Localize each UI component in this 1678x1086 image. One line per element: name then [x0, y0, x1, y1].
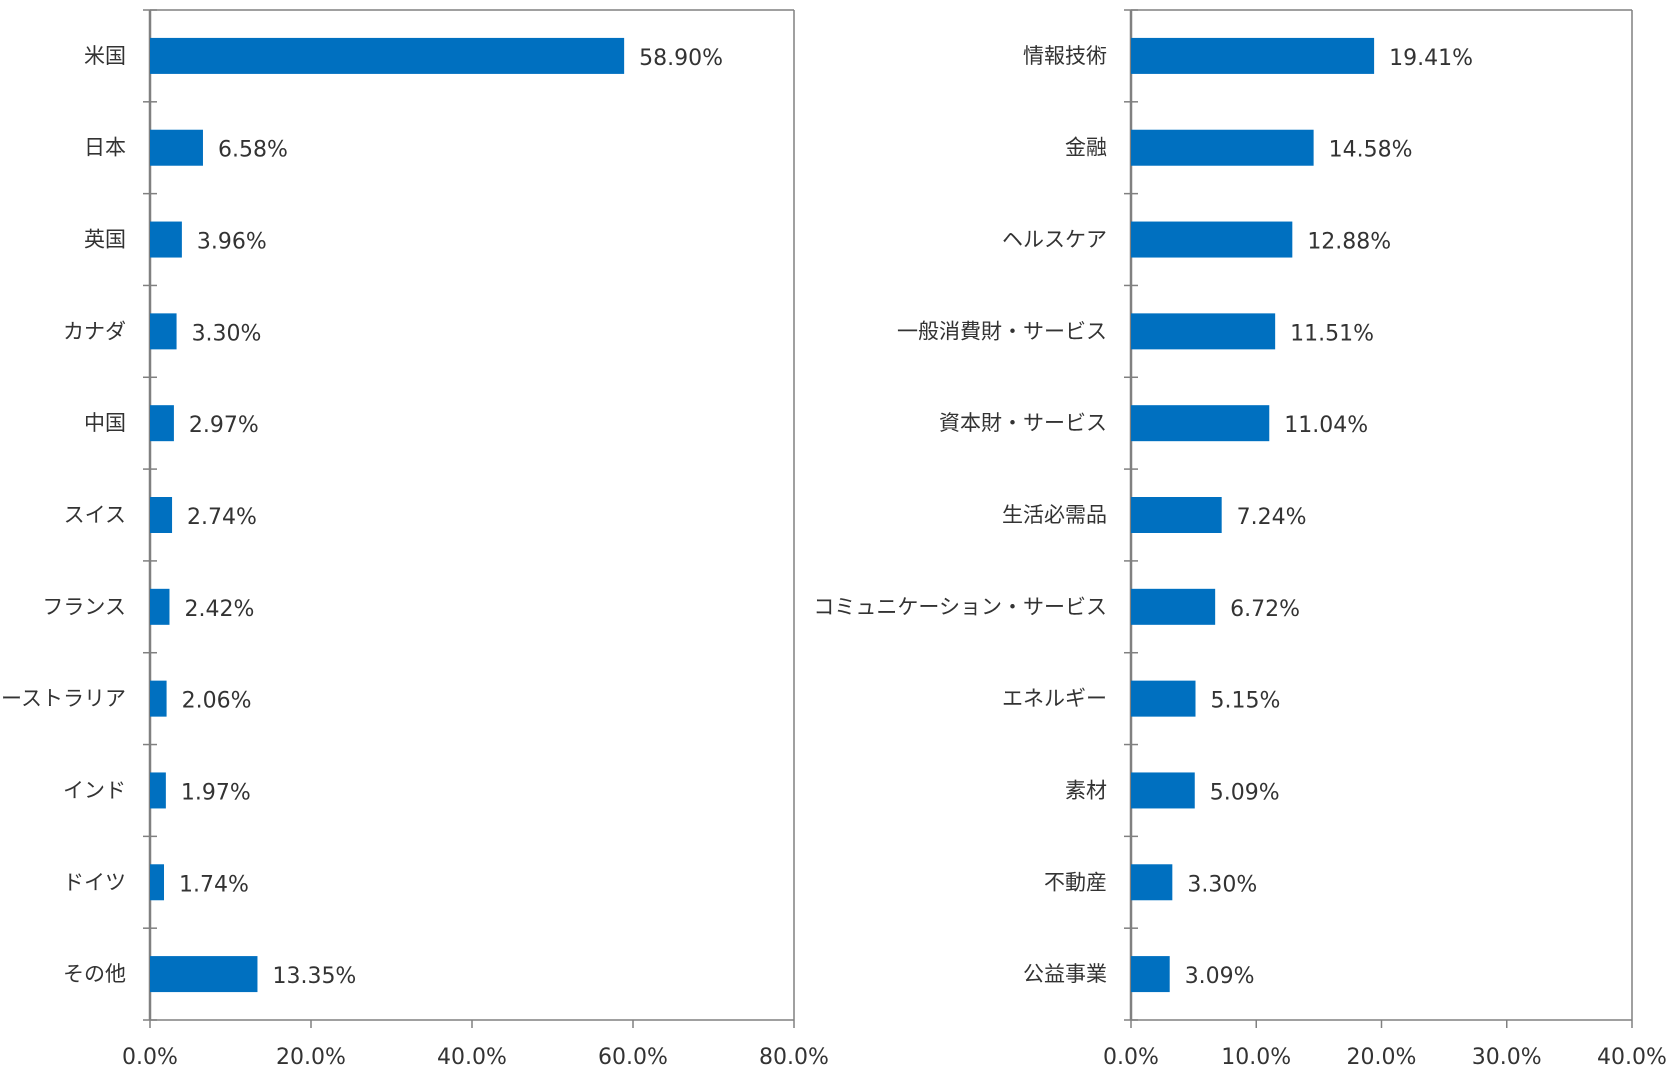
category-label: 一般消費財・サービス	[897, 319, 1107, 343]
value-label: 5.15%	[1211, 689, 1281, 714]
value-label: 14.58%	[1329, 138, 1413, 163]
category-label: オーストラリア	[0, 687, 126, 711]
bar	[150, 772, 166, 809]
value-label: 3.09%	[1185, 964, 1255, 989]
bar	[150, 313, 177, 350]
category-label: カナダ	[63, 319, 126, 343]
bar	[150, 497, 173, 533]
bar	[150, 680, 167, 717]
x-tick-label: 20.0%	[1347, 1045, 1417, 1070]
category-label: 日本	[84, 136, 126, 160]
value-label: 5.09%	[1210, 780, 1280, 805]
category-label: 資本財・サービス	[939, 411, 1107, 435]
value-label: 13.35%	[272, 964, 356, 989]
x-tick-label: 0.0%	[122, 1045, 178, 1070]
value-label: 3.96%	[197, 230, 267, 255]
x-tick-label: 20.0%	[276, 1045, 346, 1070]
category-label: 米国	[84, 44, 126, 68]
category-label: 公益事業	[1023, 962, 1107, 986]
value-label: 1.74%	[179, 872, 249, 897]
bar	[150, 129, 203, 166]
bar	[150, 221, 182, 258]
category-label: 素材	[1065, 778, 1107, 802]
bar	[150, 864, 165, 901]
value-label: 6.72%	[1230, 597, 1300, 622]
bar	[150, 405, 174, 442]
category-label: インド	[63, 778, 126, 802]
bar	[150, 956, 258, 993]
bar	[1131, 772, 1195, 809]
bar	[1131, 956, 1170, 993]
bar	[1131, 497, 1222, 533]
country-allocation-chart: 0.0% 20.0% 40.0% 60.0% 80.0% 米国 58.90% 日本 6.58% 英…	[0, 9, 829, 1070]
bar	[150, 37, 625, 74]
value-label: 2.42%	[184, 597, 254, 622]
x-tick-label: 0.0%	[1103, 1045, 1159, 1070]
category-label: 英国	[84, 228, 126, 252]
value-label: 11.04%	[1284, 413, 1368, 438]
category-label: 情報技術	[1023, 44, 1107, 68]
x-tick-label: 30.0%	[1472, 1045, 1542, 1070]
value-label: 3.30%	[192, 321, 262, 346]
category-label: ドイツ	[63, 870, 126, 894]
bar	[1131, 313, 1276, 350]
bar	[1131, 588, 1216, 625]
value-label: 12.88%	[1307, 230, 1391, 255]
x-tick-label: 40.0%	[1597, 1045, 1667, 1070]
category-label: ヘルスケア	[1002, 228, 1107, 252]
sector-allocation-chart: 0.0% 10.0% 20.0% 30.0% 40.0% 情報技術 19.41% 金融 14.5…	[813, 9, 1667, 1070]
x-tick-label: 10.0%	[1221, 1045, 1291, 1070]
category-label: スイス	[64, 503, 126, 527]
category-label: 不動産	[1044, 870, 1107, 894]
x-tick-label: 80.0%	[759, 1045, 829, 1070]
value-label: 58.90%	[639, 46, 723, 71]
value-label: 7.24%	[1237, 505, 1307, 530]
x-tick-label: 60.0%	[598, 1045, 668, 1070]
value-label: 11.51%	[1290, 321, 1374, 346]
value-label: 2.06%	[182, 689, 252, 714]
value-label: 19.41%	[1389, 46, 1473, 71]
bar	[150, 588, 170, 625]
value-label: 1.97%	[181, 780, 251, 805]
bar	[1131, 864, 1173, 901]
category-label: フランス	[42, 595, 126, 619]
category-label: コミュニケーション・サービス	[813, 595, 1107, 619]
value-label: 2.97%	[189, 413, 259, 438]
bar	[1131, 129, 1314, 166]
bar	[1131, 221, 1293, 258]
category-label: その他	[63, 962, 126, 986]
value-label: 2.74%	[187, 505, 257, 530]
bar	[1131, 405, 1270, 442]
bar	[1131, 37, 1375, 74]
x-tick-label: 40.0%	[437, 1045, 507, 1070]
value-label: 6.58%	[218, 138, 288, 163]
category-label: 金融	[1065, 136, 1107, 160]
category-label: 生活必需品	[1002, 503, 1107, 527]
bar	[1131, 680, 1196, 717]
category-label: エネルギー	[1002, 687, 1107, 711]
category-label: 中国	[84, 411, 126, 435]
value-label: 3.30%	[1187, 872, 1257, 897]
